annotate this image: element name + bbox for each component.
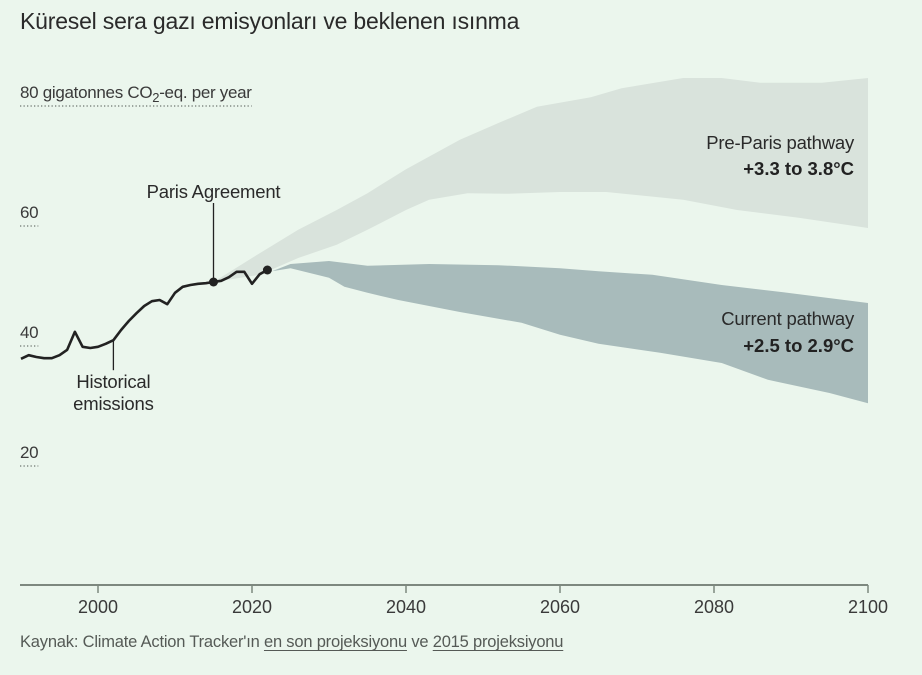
x-tick-label: 2060 <box>540 597 580 617</box>
y-tick-label: 20 <box>20 443 38 462</box>
source-middle: ve <box>406 633 433 651</box>
current-pathway-warming: +2.5 to 2.9°C <box>743 335 854 356</box>
source-prefix: Kaynak: Climate Action Tracker'ın <box>20 633 264 651</box>
historical-emissions-line <box>20 268 269 360</box>
historical-emissions-label: emissions <box>73 393 153 414</box>
x-tick-label: 2040 <box>386 597 426 617</box>
y-tick-label: 80 gigatonnes CO2-eq. per year <box>20 83 252 105</box>
x-tick-label: 2020 <box>232 597 272 617</box>
x-tick-label: 2100 <box>848 597 888 617</box>
paris-agreement-marker <box>209 277 218 287</box>
source-note: Kaynak: Climate Action Tracker'ın en son… <box>20 633 563 652</box>
latest-projection-link[interactable]: en son projeksiyonu <box>263 633 407 651</box>
pathway-bands <box>213 78 868 404</box>
x-tick-label: 2000 <box>78 597 118 617</box>
chart-title: Küresel sera gazı emisyonları ve beklene… <box>20 8 520 34</box>
y-axis-ticks: 80 gigatonnes CO2-eq. per year 60 40 20 <box>20 83 253 467</box>
projection-2015-link[interactable]: 2015 projeksiyonu <box>432 633 564 651</box>
x-tick-label: 2080 <box>694 597 734 617</box>
paris-agreement-label: Paris Agreement <box>147 181 281 202</box>
pre-paris-pathway-band <box>213 78 868 282</box>
historical-emissions-label: Historical <box>76 371 150 392</box>
markers <box>209 265 272 287</box>
pre-paris-warming: +3.3 to 3.8°C <box>743 158 854 179</box>
current-pathway-label: Current pathway <box>721 308 855 329</box>
y-tick-label: 60 <box>20 203 38 222</box>
latest-point-marker <box>262 265 272 275</box>
pre-paris-label: Pre-Paris pathway <box>706 132 855 153</box>
y-tick-label: 40 <box>20 323 38 342</box>
x-axis-ticks: 2000 2020 2040 2060 2080 2100 <box>78 585 888 617</box>
current-pathway-band <box>272 261 868 404</box>
